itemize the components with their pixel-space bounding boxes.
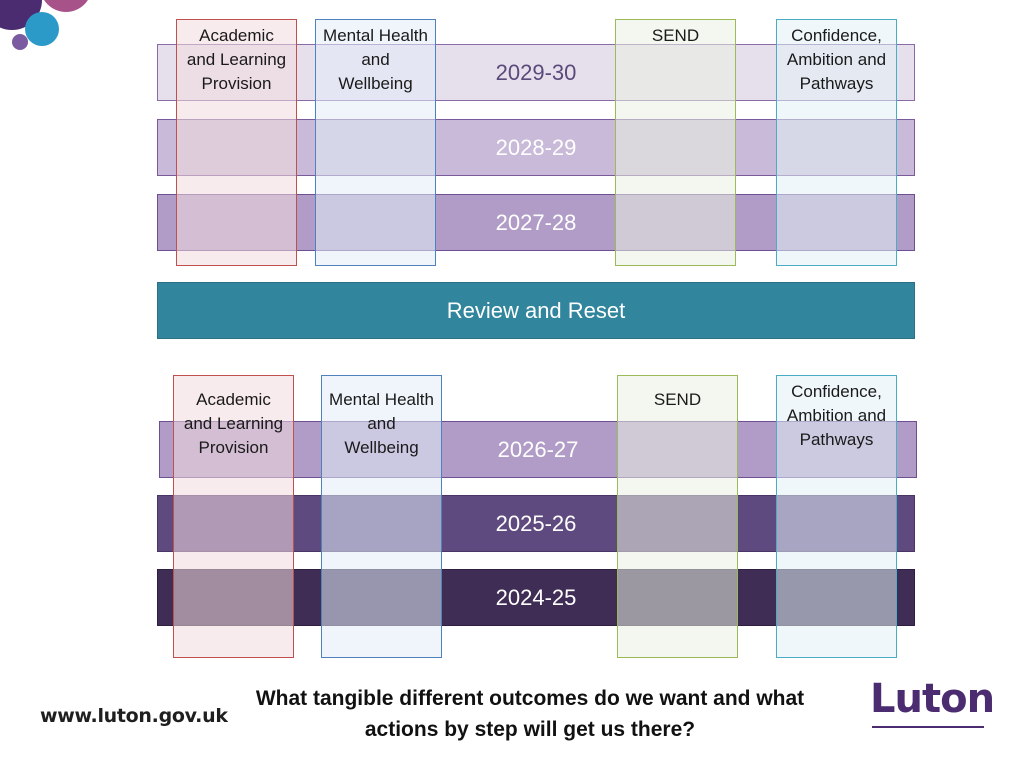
year-label: 2025-26 [495,510,577,536]
logo-underline [872,726,984,728]
website-url[interactable]: www.luton.gov.uk [40,705,228,727]
footer-question: What tangible different outcomes do we w… [255,687,805,741]
column-academic-learning-provision: Academic and Learning Provision [176,19,297,266]
banner-label: Review and Reset [446,297,626,323]
year-label: 2024-25 [495,584,577,610]
column-label: Mental Health and Wellbeing [323,26,428,93]
column-label: Mental Health and Wellbeing [329,390,434,457]
review-reset-banner: Review and Reset [157,282,915,339]
column-mental-health-wellbeing: Mental Health and Wellbeing [321,375,442,658]
column-label: SEND [653,390,702,409]
year-label: 2027-28 [495,209,577,235]
year-label: 2028-29 [495,134,577,160]
year-label: 2026-27 [497,436,579,462]
column-confidence-ambition-pathways: Confidence, Ambition and Pathways [776,19,897,266]
decorative-circle-blue [25,12,59,46]
column-label: Confidence, Ambition and Pathways [786,382,887,449]
column-academic-learning-provision: Academic and Learning Provision [173,375,294,658]
column-send: SEND [617,375,738,658]
column-label: Confidence, Ambition and Pathways [786,26,887,93]
luton-logo: Luton [870,676,995,722]
column-confidence-ambition-pathways: Confidence, Ambition and Pathways [776,375,897,658]
column-mental-health-wellbeing: Mental Health and Wellbeing [315,19,436,266]
column-label: Academic and Learning Provision [183,390,284,457]
year-label: 2029-30 [495,59,577,85]
column-send: SEND [615,19,736,266]
decorative-circle-small [12,34,28,50]
column-label: Academic and Learning Provision [186,26,287,93]
decorative-circle-pink [40,0,92,12]
column-label: SEND [651,26,700,45]
